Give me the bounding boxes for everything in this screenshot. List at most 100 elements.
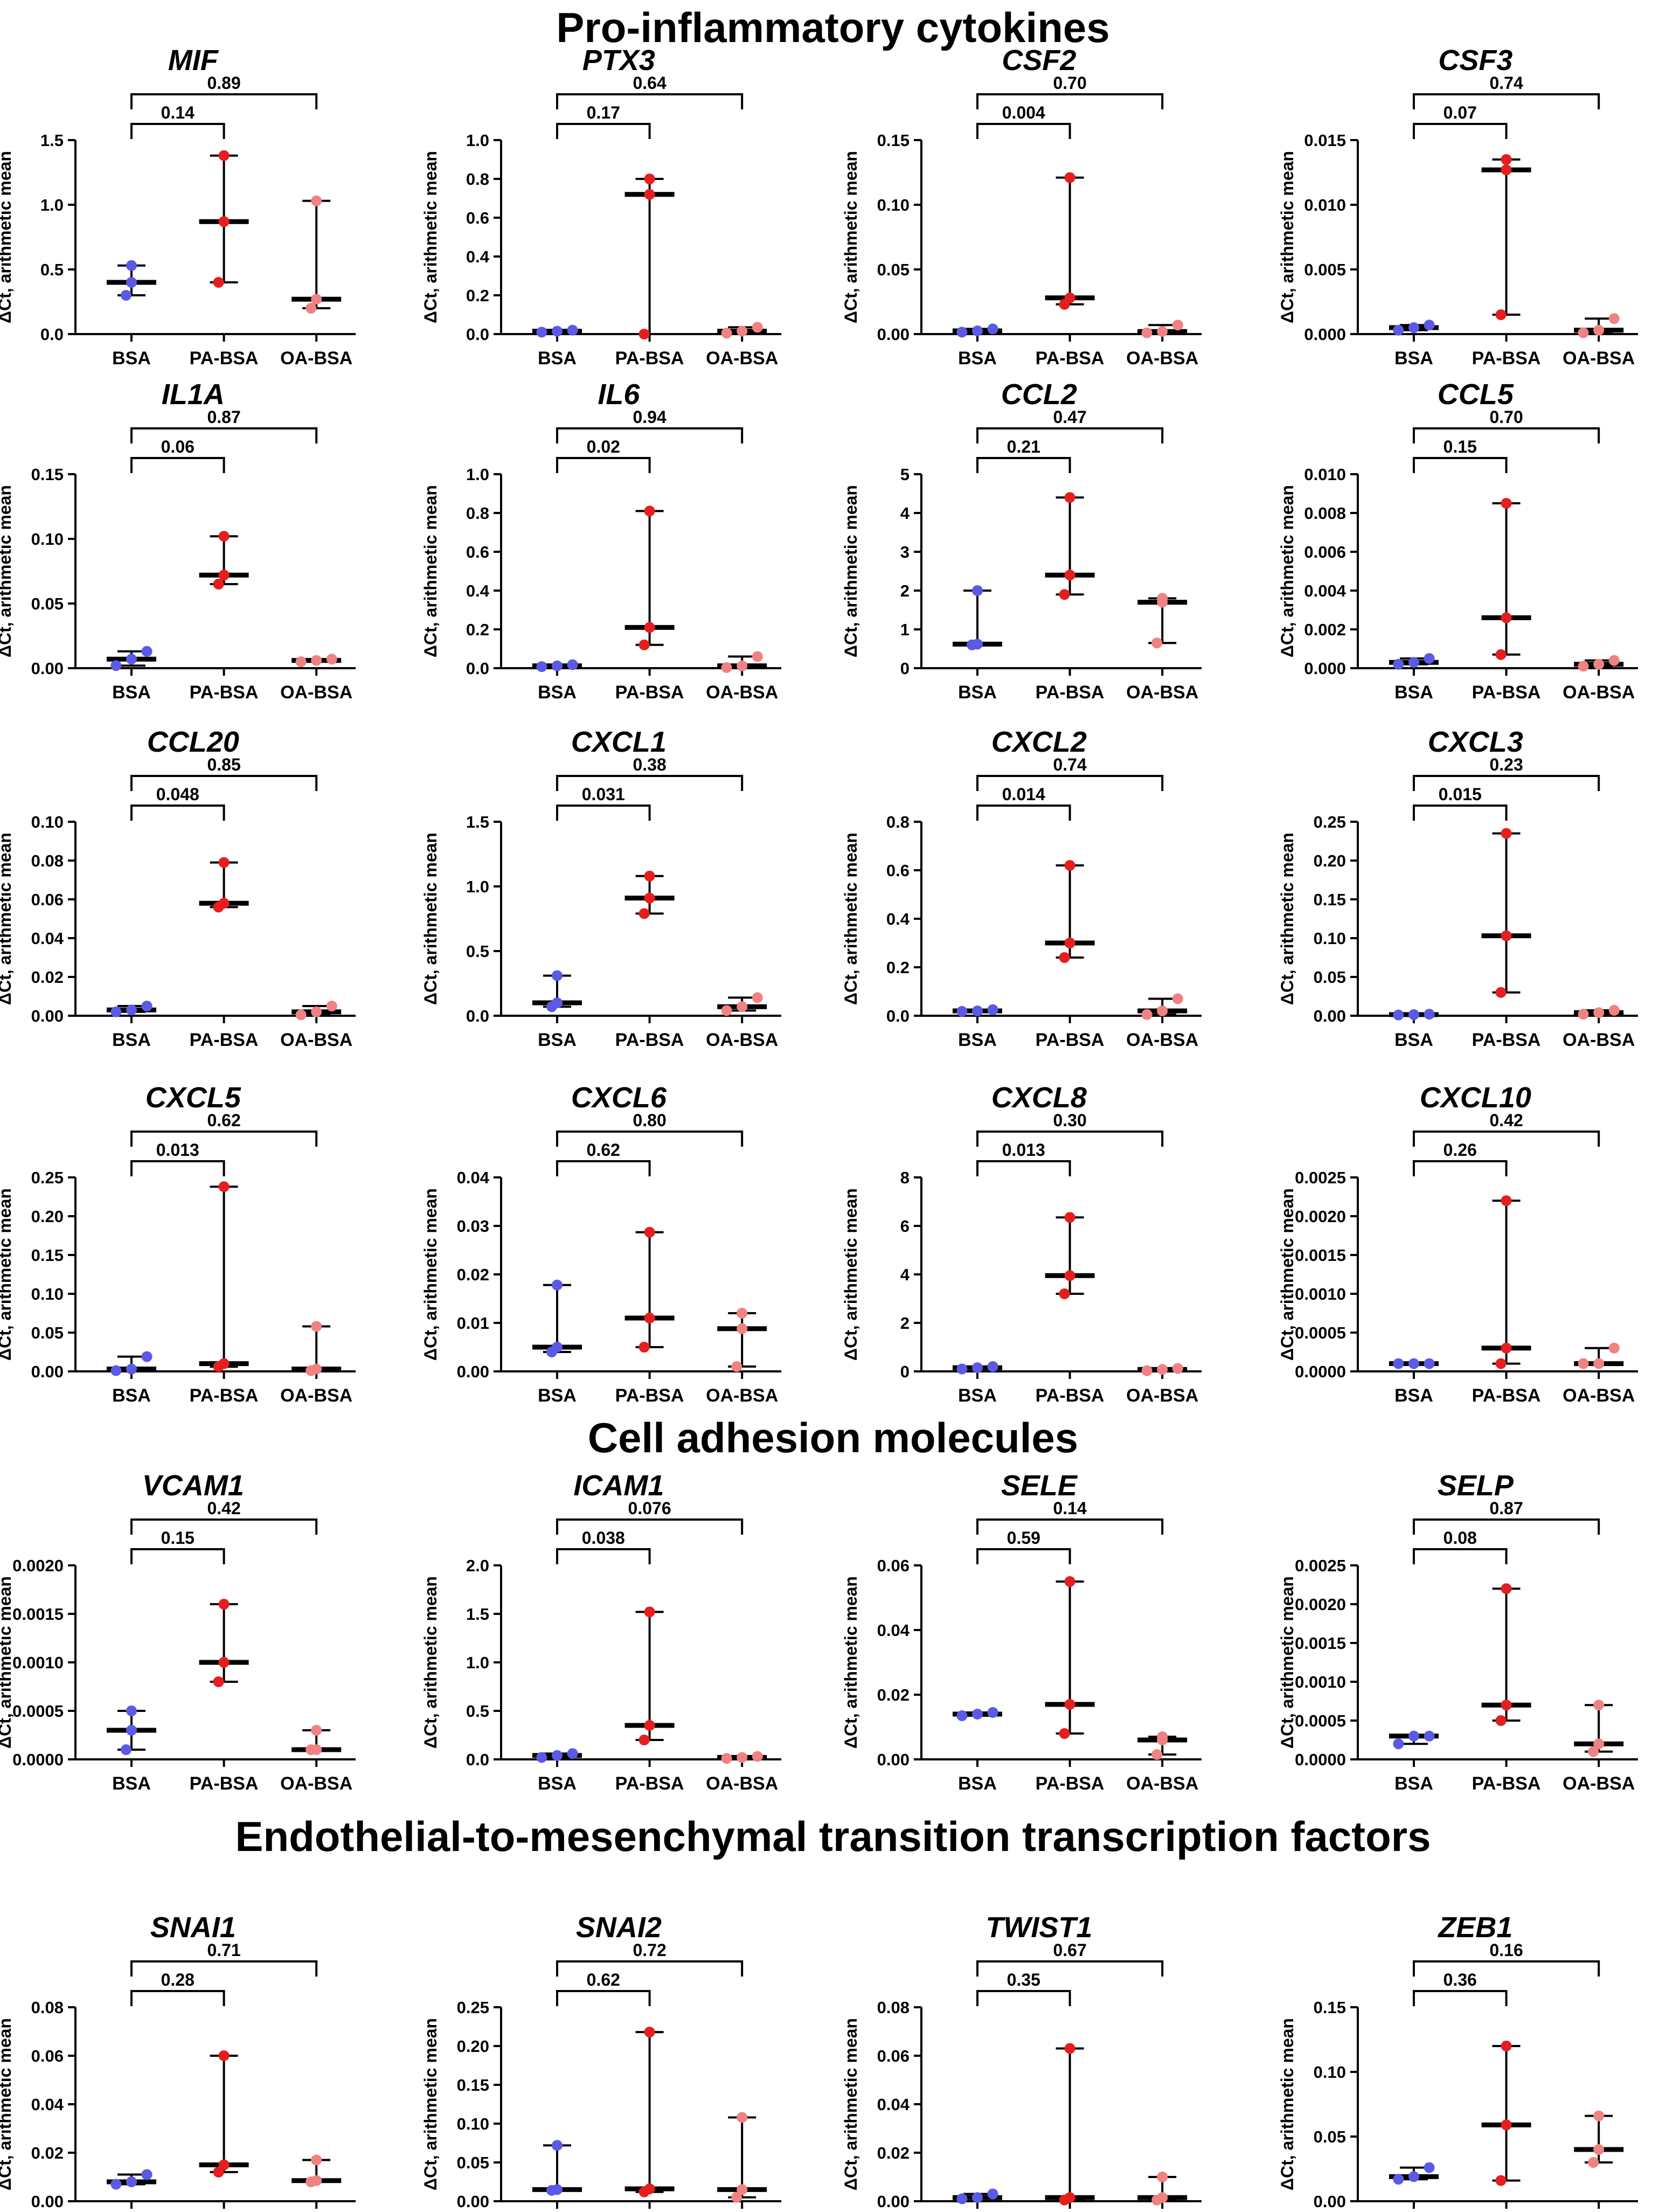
x-tick-label: PA-BSA [1472, 1030, 1541, 1050]
x-tick-label: BSA [958, 1030, 997, 1050]
p-value-label: 0.30 [1053, 1111, 1086, 1130]
data-point [638, 1342, 650, 1353]
series-bsa [953, 2188, 1002, 2204]
data-point [1424, 2162, 1435, 2173]
y-tick-label: 0.00 [457, 2192, 489, 2211]
y-tick-label: 0.0 [466, 1007, 489, 1025]
comparison-bracket: 0.26 [1413, 1140, 1508, 1176]
chart-panel-mif: MIF ΔCt, arithmetic mean 0.0 0.5 1.0 1.5 BSA PA… [0, 44, 356, 369]
data-point [1064, 172, 1075, 183]
y-tick-label: 0.005 [1304, 260, 1346, 279]
bracket-line [976, 1960, 1164, 1977]
y-tick-label: 0.0010 [12, 1653, 64, 1672]
data-point [126, 260, 137, 271]
chart-title: CXCL3 [1428, 726, 1523, 758]
data-point [295, 656, 307, 667]
data-point [644, 2183, 655, 2194]
data-point [141, 1351, 152, 1362]
x-tick-label: OA-BSA [280, 1773, 352, 1794]
y-axis-label: ΔCt, arithmetic mean [1278, 833, 1297, 1005]
data-point [1141, 327, 1153, 338]
p-value-label: 0.013 [156, 1140, 199, 1160]
y-tick-label: 0.01 [457, 1314, 489, 1333]
x-tick-label: PA-BSA [615, 1385, 684, 1406]
data-point [311, 2175, 322, 2186]
chart-title: CSF3 [1438, 44, 1512, 77]
comparison-bracket: 0.89 [130, 73, 318, 109]
y-tick-label: 0.4 [886, 910, 910, 928]
y-tick-label: 0.008 [1304, 504, 1346, 523]
chart-panel-il1a: IL1A ΔCt, arithmetic mean 0.00 0.05 0.10 0.15… [0, 378, 356, 703]
p-value-label: 0.59 [1007, 1528, 1040, 1548]
chart-panel-cxcl8: CXCL8 ΔCt, arithmetic mean 0 2 4 6 8 BSA PA-BSA O… [841, 1081, 1202, 1406]
data-point [1408, 657, 1419, 668]
data-point [644, 892, 655, 904]
data-point [1608, 1342, 1620, 1354]
y-tick-label: 0.15 [457, 2076, 489, 2095]
x-tick-label: BSA [958, 1773, 997, 1794]
series-pa-bsa [1481, 828, 1531, 998]
p-value-label: 0.004 [1002, 103, 1045, 122]
y-tick-label: 0.4 [466, 247, 490, 266]
data-point [1393, 2174, 1404, 2185]
data-point [218, 216, 230, 227]
series-bsa [107, 646, 156, 671]
data-point [213, 1676, 224, 1687]
bracket-line [556, 1160, 651, 1176]
x-tick-label: PA-BSA [190, 348, 259, 369]
y-tick-label: 0.00 [31, 1362, 64, 1381]
x-tick-label: BSA [958, 348, 997, 369]
comparison-bracket: 0.013 [976, 1140, 1071, 1176]
y-tick-label: 4 [900, 504, 910, 523]
y-tick-label: 0.15 [1314, 1998, 1346, 2017]
data-point [1064, 860, 1075, 871]
y-tick-label: 2.0 [466, 1556, 489, 1575]
y-tick-label: 3 [900, 543, 910, 561]
x-tick-label: PA-BSA [190, 682, 259, 703]
data-point [567, 659, 578, 670]
bracket-line [1413, 457, 1508, 473]
data-point [218, 531, 230, 542]
section-title-adhesion: Cell adhesion molecules [588, 1414, 1078, 1461]
p-value-label: 0.62 [587, 1140, 620, 1160]
y-tick-label: 0.20 [457, 2037, 489, 2056]
data-point [552, 970, 563, 981]
y-tick-label: 2 [900, 581, 910, 600]
x-tick-label: BSA [112, 348, 151, 369]
comparison-bracket: 0.87 [1413, 1499, 1600, 1535]
data-point [110, 2179, 122, 2190]
data-point [1064, 292, 1075, 303]
comparison-bracket: 0.07 [1413, 103, 1508, 139]
chart-title: CCL20 [147, 726, 239, 758]
bracket-line [130, 123, 225, 139]
data-point [737, 2184, 748, 2195]
y-axis-label: ΔCt, arithmetic mean [1278, 151, 1297, 323]
bracket-line [1413, 775, 1600, 791]
data-point [311, 294, 322, 305]
data-point [121, 1744, 131, 1755]
bracket-line [1413, 93, 1600, 109]
data-point [1151, 637, 1163, 649]
series-bsa [107, 1351, 156, 1376]
x-tick-label: PA-BSA [1472, 682, 1541, 703]
series-oa-bsa [1574, 1342, 1624, 1369]
x-tick-label: PA-BSA [1036, 1030, 1105, 1050]
y-tick-label: 0.0025 [1295, 1556, 1346, 1575]
y-tick-label: 0.0 [466, 659, 489, 678]
series-pa-bsa [199, 531, 249, 590]
data-point [126, 2176, 137, 2187]
y-tick-label: 0.10 [1314, 929, 1346, 948]
series-pa-bsa [1045, 492, 1095, 600]
chart-panel-ccl2: CCL2 ΔCt, arithmetic mean 0 1 2 3 4 5 BSA PA-BSA O… [841, 378, 1202, 703]
data-point [311, 195, 322, 206]
data-point [126, 277, 137, 288]
comparison-bracket: 0.87 [130, 407, 318, 443]
bracket-line [556, 1960, 744, 1977]
y-tick-label: 0.6 [466, 209, 489, 227]
data-point [218, 1599, 230, 1610]
x-tick-label: BSA [538, 682, 577, 703]
comparison-bracket: 0.67 [976, 1940, 1164, 1977]
y-axis-label: ΔCt, arithmetic mean [1278, 1576, 1297, 1749]
bracket-line [976, 1518, 1164, 1535]
data-point [737, 1323, 748, 1334]
